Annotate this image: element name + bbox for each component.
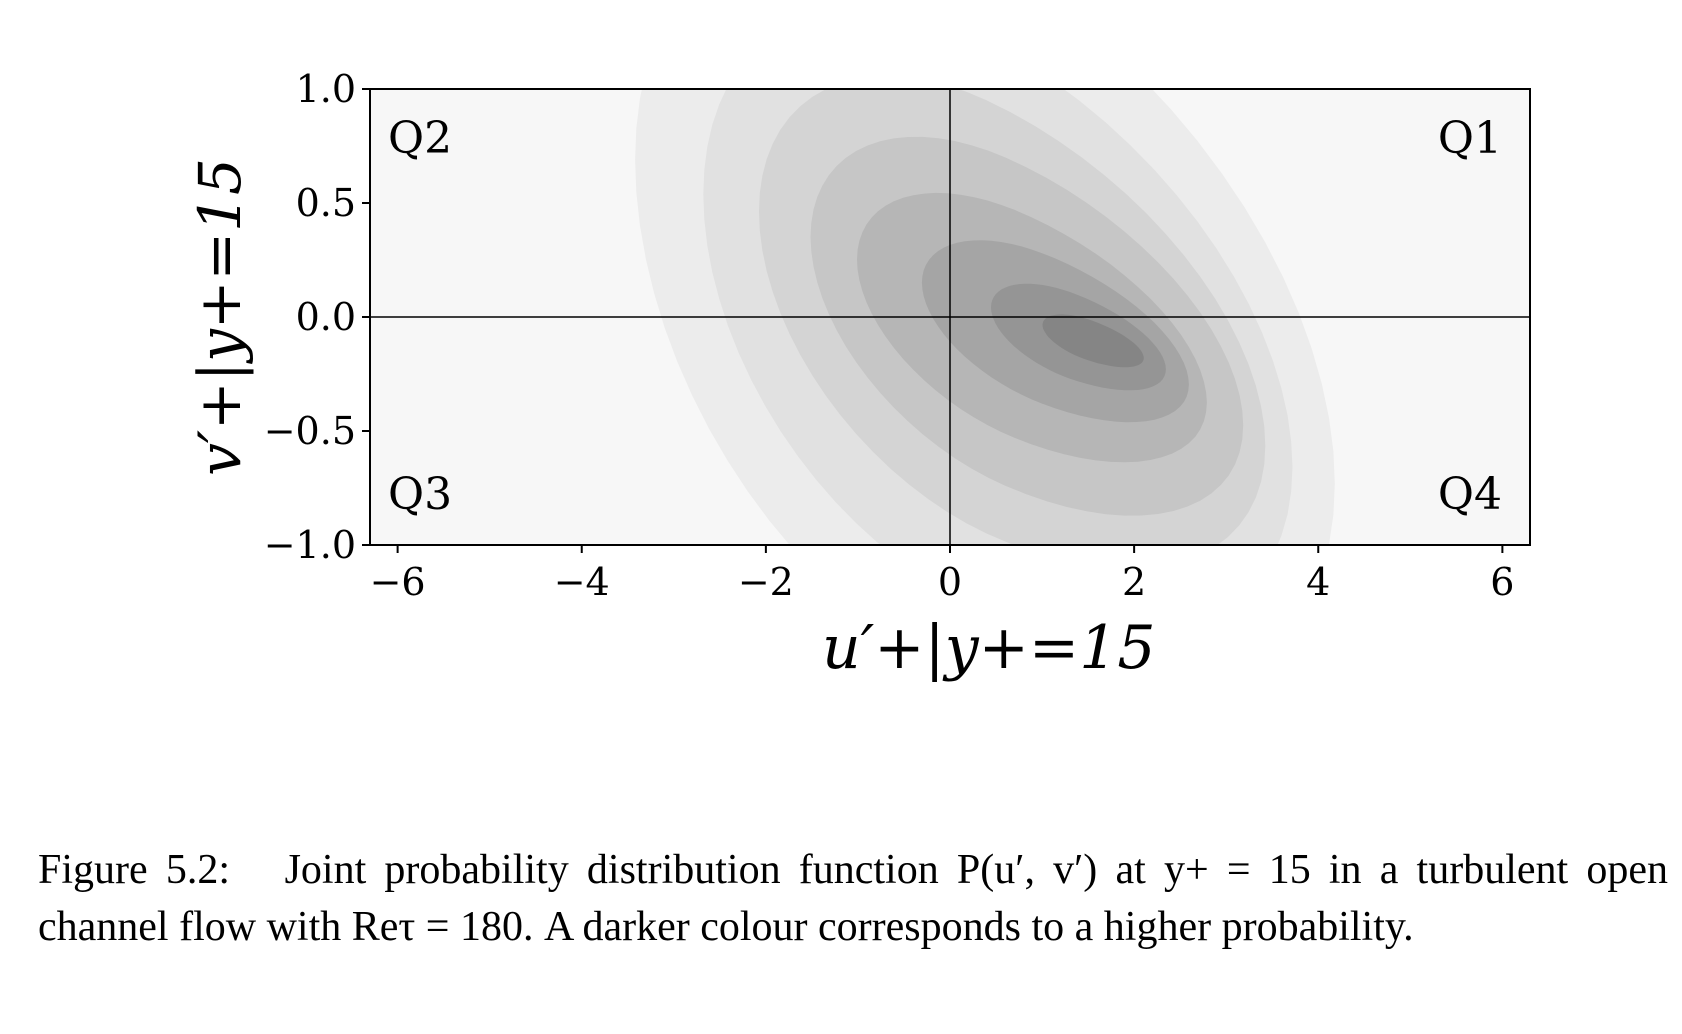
quadrant-label-q1: Q1 xyxy=(1438,113,1502,164)
y-tick-label: −1.0 xyxy=(264,523,356,567)
x-tick-label: 2 xyxy=(1122,560,1146,604)
x-tick-label: 4 xyxy=(1306,560,1330,604)
reference-lines xyxy=(370,89,1530,545)
quadrant-labels: Q1 Q2 Q3 Q4 xyxy=(388,113,1502,520)
quadrant-label-q3: Q3 xyxy=(388,469,452,520)
y-axis-label: v′+|y+=15 xyxy=(186,158,254,476)
y-tick-label: −0.5 xyxy=(264,409,356,453)
contour-chart: −6 −4 −2 0 2 4 6 1.0 0.5 0.0 −0.5 −1.0 Q1 Q2 Q3 Q4 u′… xyxy=(186,67,1531,683)
x-axis-label: u′+|y+=15 xyxy=(822,613,1156,683)
x-tick-label: −6 xyxy=(370,560,426,604)
y-tick-label: 1.0 xyxy=(296,67,356,111)
y-tick-label: 0.5 xyxy=(296,181,356,225)
x-tick-label: 6 xyxy=(1490,560,1514,604)
x-tick-label: −2 xyxy=(738,560,794,604)
x-tick-label: 0 xyxy=(938,560,962,604)
caption-lead: Figure 5.2: xyxy=(38,847,231,893)
y-axis: 1.0 0.5 0.0 −0.5 −1.0 xyxy=(264,67,370,567)
x-axis: −6 −4 −2 0 2 4 6 xyxy=(370,545,1514,604)
quadrant-label-q4: Q4 xyxy=(1438,469,1502,520)
caption-text: Joint probability distribution function … xyxy=(38,847,1679,950)
contour-level-9 xyxy=(1042,314,1144,368)
figure: −6 −4 −2 0 2 4 6 1.0 0.5 0.0 −0.5 −1.0 Q1 Q2 Q3 Q4 u′… xyxy=(186,67,1531,683)
quadrant-label-q2: Q2 xyxy=(388,113,452,164)
x-tick-label: −4 xyxy=(554,560,610,604)
y-tick-label: 0.0 xyxy=(296,295,356,339)
figure-caption: Figure 5.2: Joint probability distributi… xyxy=(38,842,1668,956)
